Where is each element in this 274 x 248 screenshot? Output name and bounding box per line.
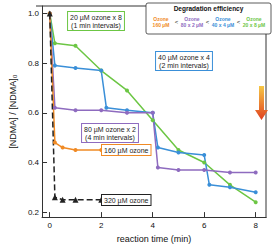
svg-text:[NDMA] / [NDMA]₀: [NDMA] / [NDMA]₀	[8, 74, 18, 149]
svg-text:reaction time (min): reaction time (min)	[117, 234, 192, 244]
svg-text:0.2: 0.2	[28, 208, 40, 217]
svg-text:8: 8	[253, 221, 258, 230]
svg-text:40 x 4 µM: 40 x 4 µM	[212, 22, 234, 28]
svg-text:Ozone: Ozone	[215, 16, 231, 22]
svg-text:320 µM ozone: 320 µM ozone	[104, 197, 149, 205]
svg-text:6: 6	[202, 221, 207, 230]
svg-text:80 µM ozone x 2: 80 µM ozone x 2	[84, 126, 136, 134]
svg-text:(1 min intervals): (1 min intervals)	[71, 22, 121, 30]
svg-text:4: 4	[150, 221, 155, 230]
svg-text:Degradation efficiency: Degradation efficiency	[174, 5, 244, 13]
svg-text:<: <	[237, 19, 241, 25]
svg-text:<: <	[175, 19, 179, 25]
svg-text:(4 min intervals): (4 min intervals)	[85, 134, 135, 142]
svg-text:160 µM ozone: 160 µM ozone	[104, 147, 149, 155]
svg-text:Ozone: Ozone	[184, 16, 200, 22]
svg-text:(2 min intervals): (2 min intervals)	[159, 62, 209, 70]
svg-text:Ozone: Ozone	[246, 16, 262, 22]
svg-text:0: 0	[48, 221, 53, 230]
svg-text:0.4: 0.4	[28, 158, 40, 167]
svg-text:0.8: 0.8	[28, 59, 40, 68]
svg-text:<: <	[206, 19, 210, 25]
svg-text:20 x 8 µM: 20 x 8 µM	[243, 22, 265, 28]
svg-text:2: 2	[99, 221, 104, 230]
svg-text:20 µM ozone x 8: 20 µM ozone x 8	[70, 14, 122, 22]
svg-text:0.6: 0.6	[28, 108, 40, 117]
svg-text:80 x 2 µM: 80 x 2 µM	[181, 22, 203, 28]
svg-text:1.0: 1.0	[28, 9, 40, 18]
svg-text:Ozone: Ozone	[153, 16, 169, 22]
svg-text:40 µM ozone x 4: 40 µM ozone x 4	[158, 54, 210, 62]
svg-text:160 µM: 160 µM	[153, 22, 170, 28]
